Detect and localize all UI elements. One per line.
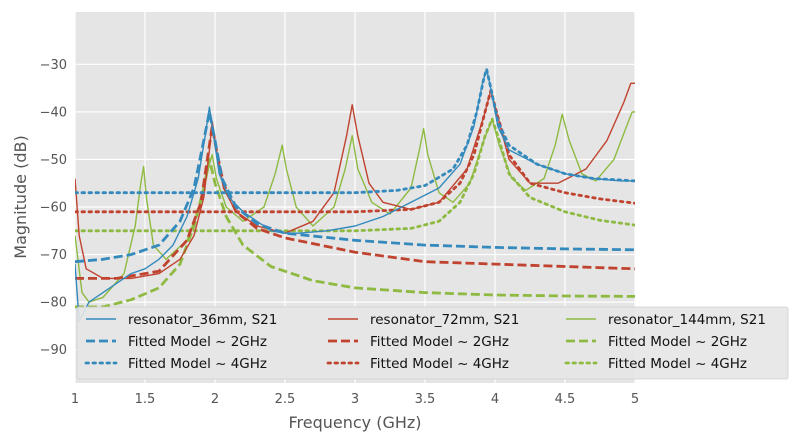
y-tick-label: −30 bbox=[40, 58, 67, 73]
y-tick-label: −40 bbox=[40, 105, 67, 120]
legend: resonator_36mm, S21 Fitted Model ~ 2GHz Fi… bbox=[76, 306, 789, 380]
legend-box bbox=[76, 306, 789, 380]
x-tick-label: 3 bbox=[351, 392, 359, 407]
y-tick-label: −80 bbox=[40, 296, 67, 311]
x-tick-label: 3.5 bbox=[415, 392, 436, 407]
series-line bbox=[75, 117, 635, 233]
x-tick-label: 4 bbox=[491, 392, 499, 407]
y-tick-label: −50 bbox=[40, 153, 67, 168]
y-tick-label: −90 bbox=[40, 343, 67, 358]
series-line bbox=[75, 89, 635, 214]
x-tick-label: 2.5 bbox=[275, 392, 296, 407]
series-line bbox=[75, 111, 635, 303]
y-tick-label: −70 bbox=[40, 248, 67, 263]
legend-label: Fitted Model ~ 2GHz bbox=[608, 334, 747, 350]
y-axis-ticks: −90 −80 −70 −60 −50 −40 −30 bbox=[40, 58, 67, 358]
x-tick-label: 1.5 bbox=[135, 392, 156, 407]
series-line bbox=[75, 158, 635, 309]
series-line bbox=[75, 110, 635, 264]
series-lines bbox=[75, 67, 635, 322]
legend-label: resonator_72mm, S21 bbox=[370, 312, 519, 328]
y-axis-label: Magnitude (dB) bbox=[11, 135, 30, 258]
legend-label: Fitted Model ~ 4GHz bbox=[608, 356, 747, 372]
legend-label: resonator_36mm, S21 bbox=[128, 312, 277, 328]
x-axis-label: Frequency (GHz) bbox=[288, 413, 421, 432]
series-line bbox=[75, 82, 635, 280]
x-tick-label: 5 bbox=[631, 392, 639, 407]
series-line bbox=[75, 67, 635, 195]
legend-label: resonator_144mm, S21 bbox=[608, 312, 766, 328]
legend-label: Fitted Model ~ 2GHz bbox=[128, 334, 267, 350]
x-tick-label: 4.5 bbox=[555, 392, 576, 407]
x-axis-ticks: 1 1.5 2 2.5 3 3.5 4 4.5 5 bbox=[71, 392, 639, 407]
legend-label: Fitted Model ~ 2GHz bbox=[370, 334, 509, 350]
legend-label: Fitted Model ~ 4GHz bbox=[128, 356, 267, 372]
x-tick-label: 1 bbox=[71, 392, 79, 407]
x-tick-label: 2 bbox=[211, 392, 219, 407]
legend-label: Fitted Model ~ 4GHz bbox=[370, 356, 509, 372]
y-tick-label: −60 bbox=[40, 201, 67, 216]
